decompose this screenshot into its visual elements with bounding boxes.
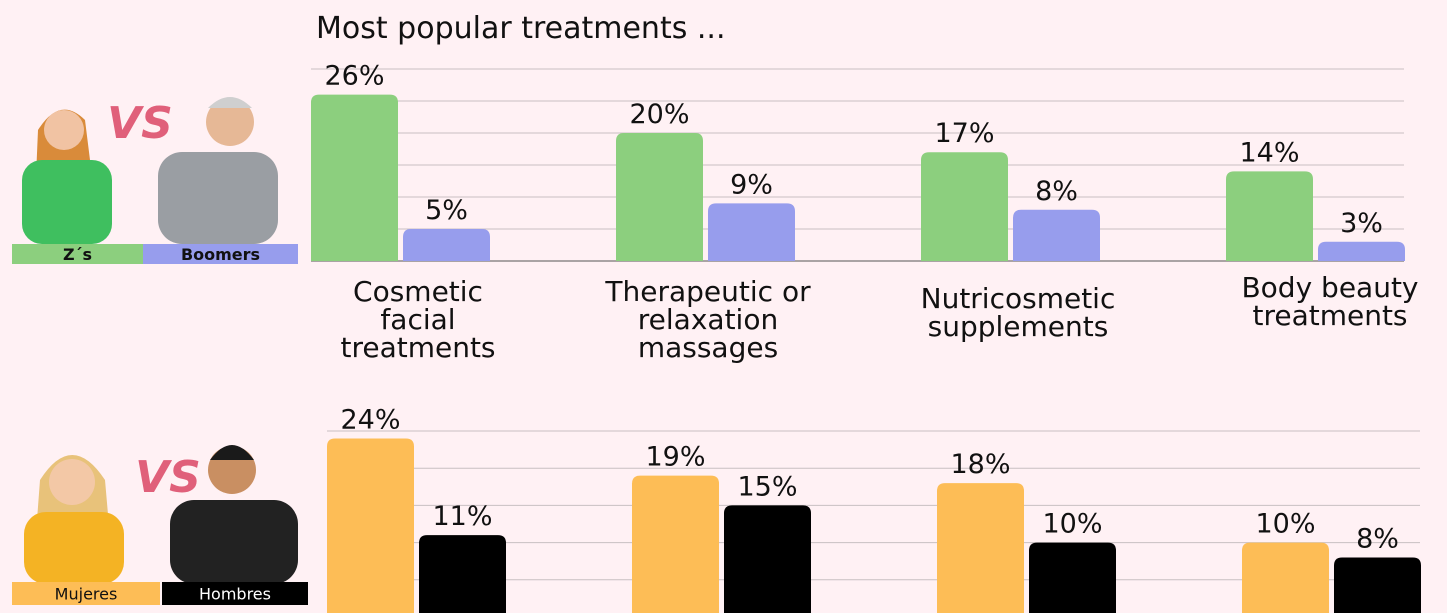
value-label: 18%: [950, 449, 1010, 480]
illustration-gen-z: [22, 109, 112, 244]
value-label: 10%: [1042, 509, 1102, 540]
value-label: 24%: [340, 404, 400, 435]
legend-label: Hombres: [199, 585, 271, 604]
bar: [1029, 542, 1116, 613]
value-label: 3%: [1340, 208, 1383, 239]
category-label: Cosmetic facial treatments: [340, 275, 496, 364]
category-label: Therapeutic or relaxation massages: [605, 275, 811, 364]
legend-swatch: [12, 582, 160, 605]
value-label: 26%: [324, 61, 384, 92]
legend-label: Boomers: [181, 245, 260, 264]
bar: [1334, 557, 1421, 613]
value-label: 9%: [730, 169, 773, 200]
bar: [327, 438, 414, 613]
bar: [1226, 171, 1313, 261]
value-label: 8%: [1035, 176, 1078, 207]
bar: [937, 483, 1024, 613]
value-label: 19%: [645, 442, 705, 473]
legend-label: Z´s: [63, 245, 92, 264]
bar: [921, 152, 1008, 261]
legend-label: Mujeres: [55, 585, 118, 604]
illustration-woman: [24, 455, 124, 584]
vs-badge: VS: [107, 98, 173, 149]
bar: [403, 229, 490, 261]
bar: [708, 203, 795, 261]
bar: [1013, 209, 1100, 261]
value-label: 14%: [1239, 137, 1299, 168]
illustration-man: [170, 445, 298, 584]
bar: [1318, 241, 1405, 261]
value-label: 10%: [1255, 509, 1315, 540]
bar: [419, 535, 506, 613]
legend-swatch: [162, 582, 308, 605]
legend-swatch: [12, 244, 143, 264]
bar: [1242, 542, 1329, 613]
value-label: 8%: [1356, 523, 1399, 554]
value-label: 5%: [425, 195, 468, 226]
legend-swatch: [143, 244, 298, 264]
value-label: 15%: [737, 471, 797, 502]
category-label: Nutricosmetic supplements: [920, 282, 1116, 343]
bar: [724, 505, 811, 613]
illustration-boomer: [158, 97, 278, 244]
bar: [311, 94, 398, 261]
value-label: 11%: [432, 501, 492, 532]
vs-badge: VS: [135, 452, 201, 503]
chart-title: Most popular treatments ...: [316, 11, 725, 46]
bar: [616, 133, 703, 261]
value-label: 17%: [934, 118, 994, 149]
value-label: 20%: [629, 99, 689, 130]
category-label: Body beauty treatments: [1241, 271, 1419, 332]
bar: [632, 475, 719, 613]
